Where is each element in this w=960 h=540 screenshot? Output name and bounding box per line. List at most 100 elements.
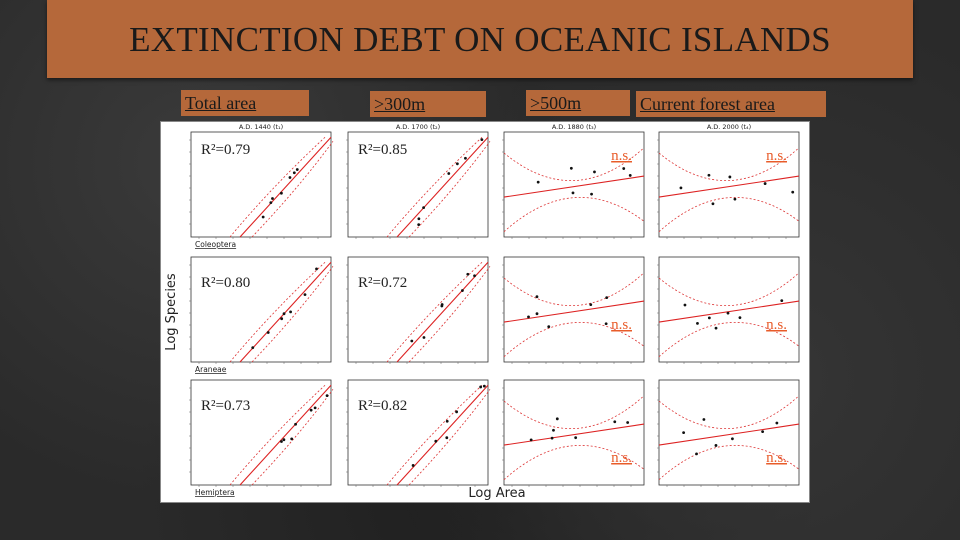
- not-significant-label: n.s.: [611, 148, 632, 164]
- confidence-band: [503, 395, 645, 429]
- confidence-band: [229, 261, 326, 363]
- data-point: [763, 182, 767, 185]
- data-point: [282, 438, 286, 442]
- panel-frame: [347, 256, 489, 363]
- data-point: [683, 303, 687, 307]
- data-point: [622, 167, 626, 170]
- data-point: [731, 437, 734, 441]
- data-point: [290, 437, 294, 441]
- confidence-band: [658, 395, 800, 429]
- period-header: A.D. 2000 (t₄): [707, 123, 751, 131]
- regression-line: [239, 136, 332, 238]
- data-point: [282, 312, 286, 316]
- data-point: [707, 173, 711, 177]
- panel-frame: [503, 131, 645, 238]
- confidence-band: [386, 261, 483, 363]
- data-point: [479, 385, 483, 389]
- r-squared-label: R²=0.79: [201, 142, 250, 158]
- data-point: [417, 223, 421, 227]
- data-point: [294, 422, 297, 426]
- data-point: [547, 325, 551, 329]
- regression-line: [396, 384, 489, 486]
- panel-frame: [190, 256, 332, 363]
- confidence-band: [658, 444, 800, 481]
- panel-frame: [190, 379, 332, 486]
- data-point: [775, 421, 779, 425]
- data-point: [422, 206, 426, 210]
- scatter-grid-figure: A.D. 1440 (t₁) A.D. 1700 (t₂) A.D. 1880 (t…: [164, 123, 800, 501]
- data-point: [325, 394, 329, 398]
- data-point: [289, 310, 292, 314]
- data-point: [464, 156, 467, 160]
- confidence-band: [503, 196, 645, 233]
- confidence-band: [251, 389, 334, 486]
- data-point: [695, 452, 698, 456]
- data-point: [303, 293, 307, 296]
- data-point: [613, 420, 617, 424]
- data-point: [422, 336, 426, 339]
- data-point: [605, 296, 609, 300]
- data-point: [711, 202, 715, 206]
- data-point: [461, 289, 464, 292]
- data-point: [626, 421, 630, 424]
- regression-line: [239, 384, 332, 486]
- data-point: [714, 326, 718, 330]
- data-point: [445, 419, 449, 423]
- panel-frame: [503, 256, 645, 363]
- data-point: [589, 303, 593, 307]
- r-squared-label: R²=0.80: [201, 275, 250, 291]
- data-point: [590, 192, 593, 196]
- data-point: [455, 410, 459, 414]
- confidence-band: [658, 147, 800, 181]
- panel-frame: [190, 131, 332, 238]
- regression-line: [658, 423, 800, 446]
- data-point: [593, 170, 596, 174]
- period-header: A.D. 1440 (t₁): [239, 123, 283, 131]
- confidence-band: [251, 141, 334, 238]
- confidence-band: [408, 266, 491, 363]
- confidence-band: [251, 266, 334, 363]
- data-point: [535, 295, 539, 299]
- data-point: [434, 439, 438, 443]
- data-point: [535, 312, 539, 316]
- data-point: [309, 408, 313, 412]
- confidence-band: [503, 321, 645, 358]
- figure-panel: A.D. 1440 (t₁) A.D. 1700 (t₂) A.D. 1880 (t…: [160, 121, 810, 503]
- data-point: [288, 176, 292, 179]
- data-point: [555, 417, 559, 421]
- data-point: [480, 138, 484, 142]
- r-squared-label: R²=0.82: [358, 398, 407, 414]
- data-point: [726, 311, 730, 315]
- panel-frame: [658, 379, 800, 486]
- row-order-label: Hemiptera: [195, 488, 235, 497]
- data-point: [682, 431, 686, 435]
- data-point: [411, 464, 415, 467]
- column-header-300m: >300m: [370, 91, 486, 117]
- not-significant-label: n.s.: [766, 450, 787, 466]
- data-point: [791, 190, 795, 194]
- x-axis-label: Log Area: [468, 486, 525, 501]
- data-point: [473, 274, 476, 278]
- data-point: [445, 436, 449, 440]
- row-order-label: Araneae: [195, 365, 227, 374]
- column-header-total-area: Total area: [181, 90, 309, 116]
- confidence-band: [408, 389, 491, 486]
- confidence-band: [658, 196, 800, 233]
- data-point: [628, 174, 632, 177]
- confidence-band: [658, 321, 800, 358]
- r-squared-label: R²=0.73: [201, 398, 250, 414]
- regression-line: [396, 261, 489, 363]
- r-squared-label: R²=0.72: [358, 275, 407, 291]
- confidence-band: [658, 272, 800, 306]
- not-significant-label: n.s.: [766, 317, 787, 333]
- regression-line: [658, 175, 800, 198]
- confidence-band: [503, 272, 645, 306]
- data-point: [315, 267, 318, 271]
- slide-title: EXTINCTION DEBT ON OCEANIC ISLANDS: [129, 20, 831, 59]
- panel-frame: [658, 131, 800, 238]
- row-order-label: Coleoptera: [195, 240, 236, 249]
- data-point: [702, 418, 706, 421]
- confidence-band: [229, 384, 326, 486]
- data-point: [733, 197, 737, 201]
- period-header: A.D. 1700 (t₂): [396, 123, 440, 131]
